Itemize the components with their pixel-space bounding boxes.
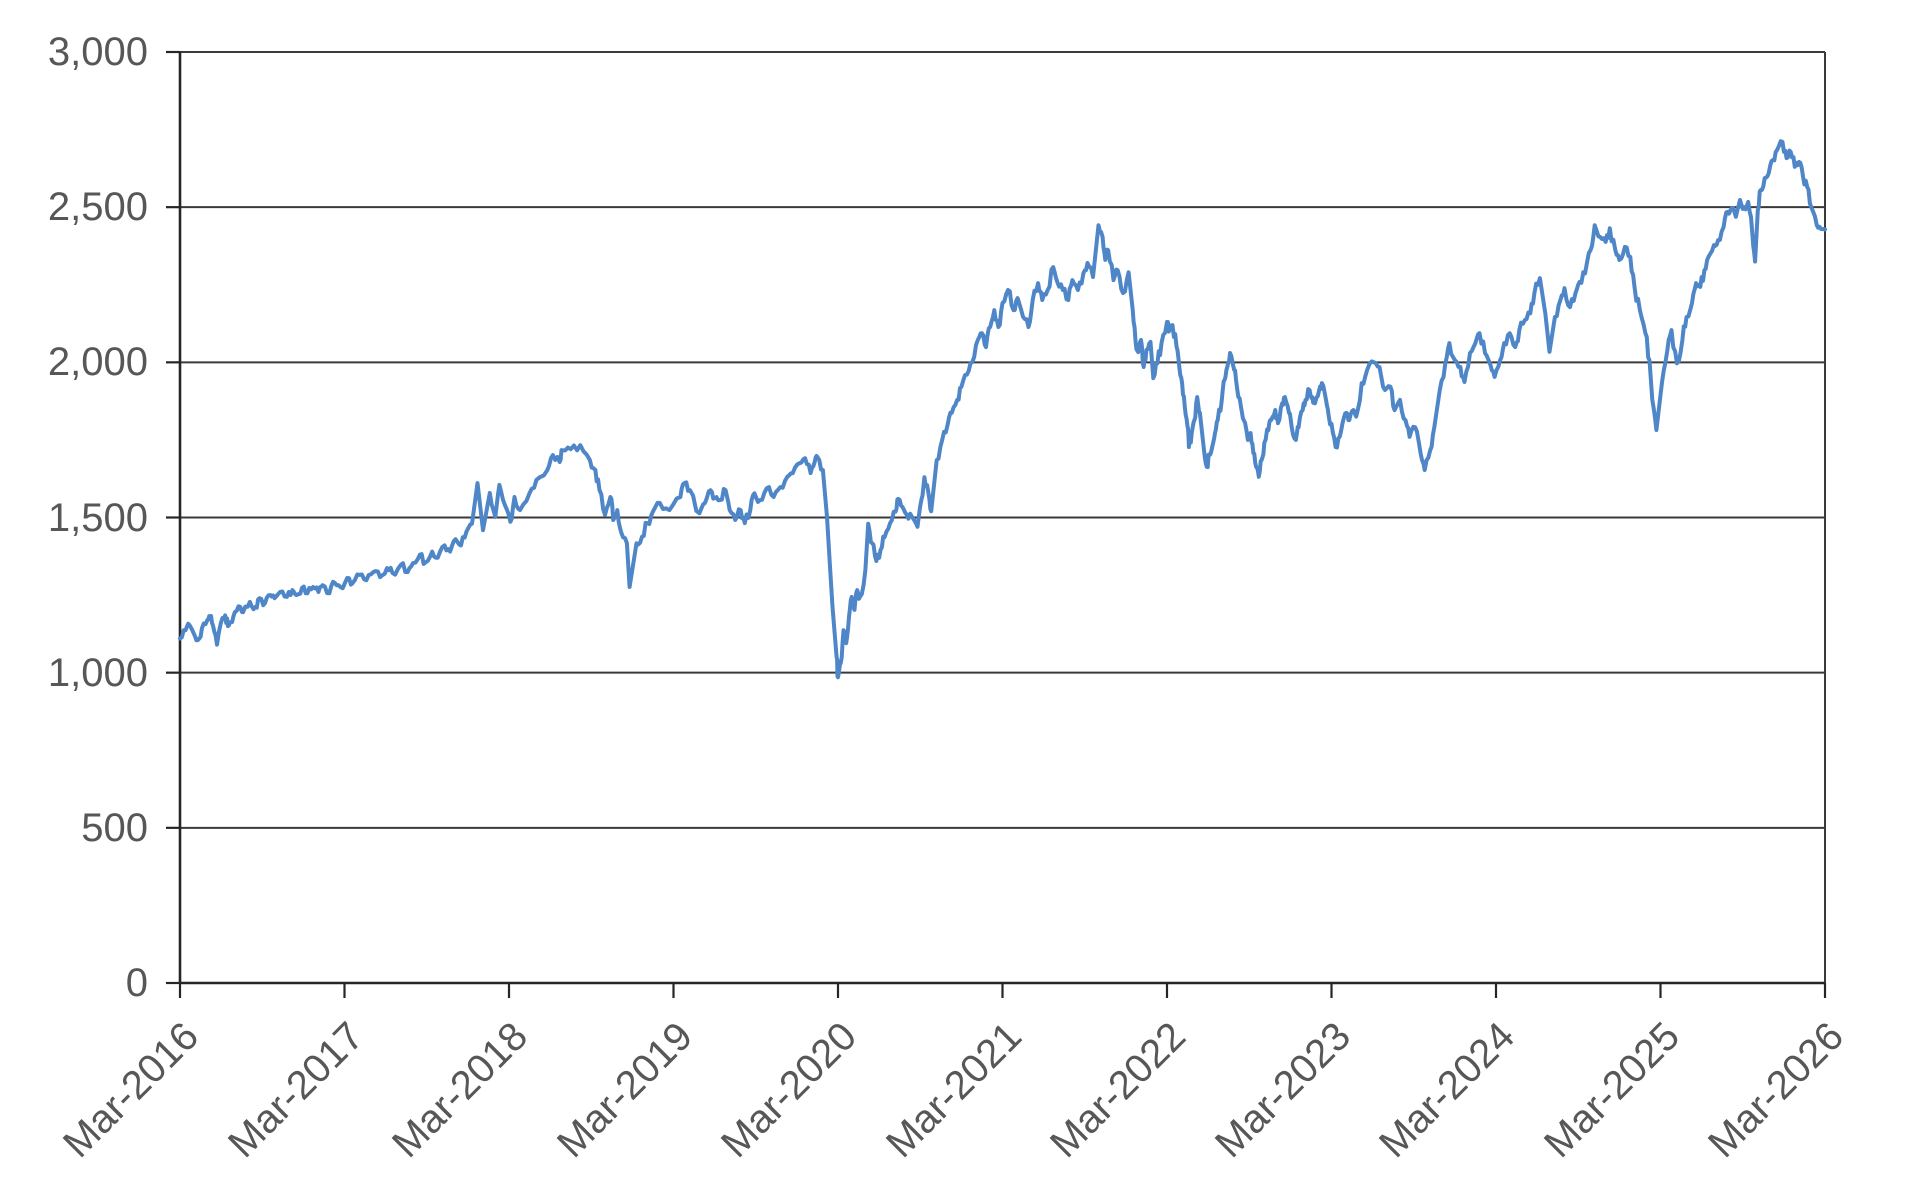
y-axis-tick-label: 2,500: [47, 185, 148, 230]
series-line: [178, 139, 1827, 680]
y-axis-tick-label: 1,000: [47, 650, 148, 695]
y-axis-tick-label: 0: [125, 961, 148, 1005]
y-axis-tick-label: 500: [81, 805, 148, 850]
y-axis-tick-label: 1,500: [47, 495, 148, 540]
y-axis-tick-label: 2,000: [47, 340, 148, 385]
y-axis-tick-label: 3,000: [47, 30, 148, 74]
